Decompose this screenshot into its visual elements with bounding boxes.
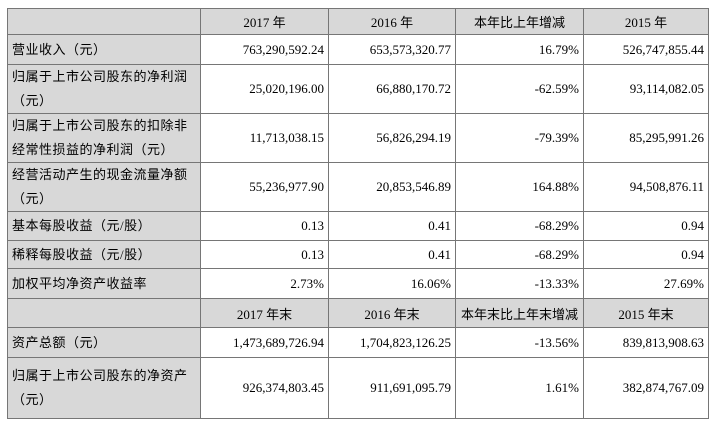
table-cell: -62.59% (455, 64, 584, 114)
table-cell: 526,747,855.44 (583, 34, 709, 65)
table-cell: 1.61% (455, 357, 584, 419)
table-cell: 164.88% (455, 162, 584, 212)
column-header-2017: 2017 年 (200, 8, 329, 35)
table-cell: 763,290,592.24 (200, 34, 329, 65)
table-cell: -68.29% (455, 240, 584, 269)
table-cell: 653,573,320.77 (328, 34, 456, 65)
column-header-2015: 2015 年 (583, 8, 709, 35)
column-header-2016-end: 2016 年末 (328, 298, 456, 328)
table-row-net-assets: 归属于上市公司股东的净资产（元） 926,374,803.45 911,691,… (7, 357, 709, 419)
table-cell: 27.69% (583, 268, 709, 299)
financial-highlights-table: 2017 年 2016 年 本年比上年增减 2015 年 营业收入（元） 763… (7, 8, 709, 419)
table-row-diluted-eps: 稀释每股收益（元/股） 0.13 0.41 -68.29% 0.94 (7, 240, 709, 269)
table-cell: 56,826,294.19 (328, 113, 456, 163)
table-cell: -13.56% (455, 327, 584, 358)
year-end-header-row: 2017 年末 2016 年末 本年末比上年末增减 2015 年末 (7, 298, 709, 328)
column-header-yoy-end-change: 本年末比上年末增减 (455, 298, 584, 328)
column-header-2016: 2016 年 (328, 8, 456, 35)
table-cell: 0.94 (583, 211, 709, 241)
table-cell: 926,374,803.45 (200, 357, 329, 419)
table-cell: 55,236,977.90 (200, 162, 329, 212)
row-label: 营业收入（元） (7, 34, 201, 65)
column-header-2017-end: 2017 年末 (200, 298, 329, 328)
table-cell: 382,874,767.09 (583, 357, 709, 419)
row-label: 归属于上市公司股东的扣除非经常性损益的净利润（元） (7, 113, 201, 163)
table-row-operating-cash-flow: 经营活动产生的现金流量净额（元） 55,236,977.90 20,853,54… (7, 162, 709, 212)
table-cell: -68.29% (455, 211, 584, 241)
column-header-2015-end: 2015 年末 (583, 298, 709, 328)
table-cell: 2.73% (200, 268, 329, 299)
table-row-weighted-avg-roe: 加权平均净资产收益率 2.73% 16.06% -13.33% 27.69% (7, 268, 709, 299)
row-label: 归属于上市公司股东的净资产（元） (7, 357, 201, 419)
row-label: 基本每股收益（元/股） (7, 211, 201, 241)
row-label: 资产总额（元） (7, 327, 201, 358)
table-row-net-profit-excl-nonrecurring: 归属于上市公司股东的扣除非经常性损益的净利润（元） 11,713,038.15 … (7, 113, 709, 163)
table-cell: 16.79% (455, 34, 584, 65)
row-label: 加权平均净资产收益率 (7, 268, 201, 299)
table-cell: 20,853,546.89 (328, 162, 456, 212)
row-label: 归属于上市公司股东的净利润（元） (7, 64, 201, 114)
corner-cell (7, 298, 201, 328)
table-cell: 66,880,170.72 (328, 64, 456, 114)
table-cell: 25,020,196.00 (200, 64, 329, 114)
table-cell: 1,704,823,126.25 (328, 327, 456, 358)
corner-cell (7, 8, 201, 35)
table-cell: -79.39% (455, 113, 584, 163)
table-cell: 1,473,689,726.94 (200, 327, 329, 358)
table-row-basic-eps: 基本每股收益（元/股） 0.13 0.41 -68.29% 0.94 (7, 211, 709, 241)
table-cell: 16.06% (328, 268, 456, 299)
table-cell: 11,713,038.15 (200, 113, 329, 163)
table-cell: 911,691,095.79 (328, 357, 456, 419)
table-row-total-assets: 资产总额（元） 1,473,689,726.94 1,704,823,126.2… (7, 327, 709, 358)
table-cell: 0.13 (200, 211, 329, 241)
table-cell: 839,813,908.63 (583, 327, 709, 358)
table-cell: -13.33% (455, 268, 584, 299)
table-cell: 0.94 (583, 240, 709, 269)
row-label: 稀释每股收益（元/股） (7, 240, 201, 269)
table-cell: 85,295,991.26 (583, 113, 709, 163)
row-label: 经营活动产生的现金流量净额（元） (7, 162, 201, 212)
year-header-row: 2017 年 2016 年 本年比上年增减 2015 年 (7, 8, 709, 35)
table-row-revenue: 营业收入（元） 763,290,592.24 653,573,320.77 16… (7, 34, 709, 65)
table-cell: 0.41 (328, 211, 456, 241)
table-cell: 0.41 (328, 240, 456, 269)
table-row-net-profit: 归属于上市公司股东的净利润（元） 25,020,196.00 66,880,17… (7, 64, 709, 114)
table-cell: 94,508,876.11 (583, 162, 709, 212)
table-cell: 93,114,082.05 (583, 64, 709, 114)
table-cell: 0.13 (200, 240, 329, 269)
column-header-yoy-change: 本年比上年增减 (455, 8, 584, 35)
